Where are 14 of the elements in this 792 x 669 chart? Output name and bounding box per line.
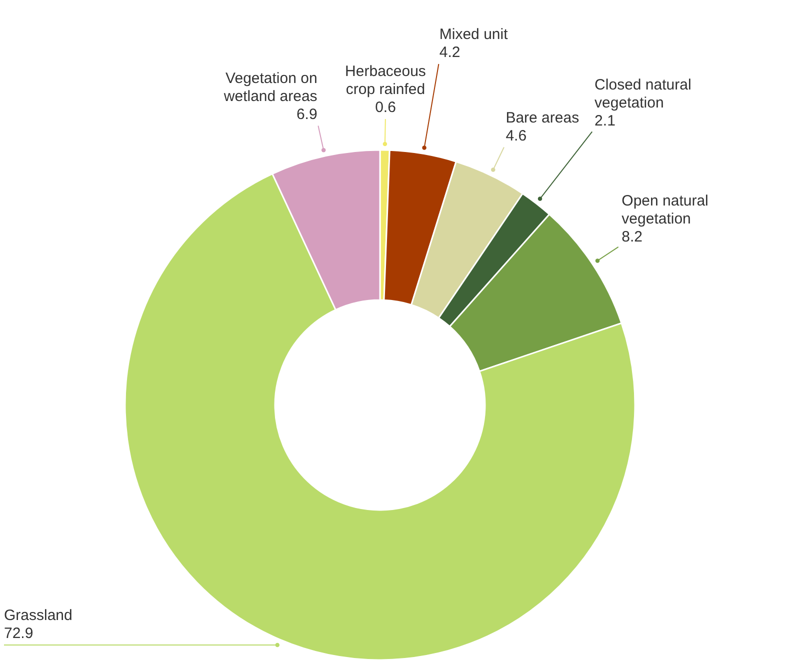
data-label: 2.1 [594,112,616,130]
data-label: 0.6 [375,99,396,116]
slice-label: Mixed unit [439,26,509,44]
slice-label: Closed natural vegetation [594,76,692,112]
data-label: 4.2 [439,44,460,62]
slice-label: Vegetation on wetland areas [222,70,318,105]
slice-label: Bare areas [506,110,580,127]
data-label: 4.6 [506,128,527,145]
data-label: 8.2 [622,228,643,246]
data-label: 6.9 [296,106,318,123]
slice-label: Open natural vegetation [622,192,708,228]
slice-label: Herbaceous crop rainfed [345,63,426,98]
data-label: 72.9 [4,624,34,642]
slice-label: Grassland [4,606,72,624]
